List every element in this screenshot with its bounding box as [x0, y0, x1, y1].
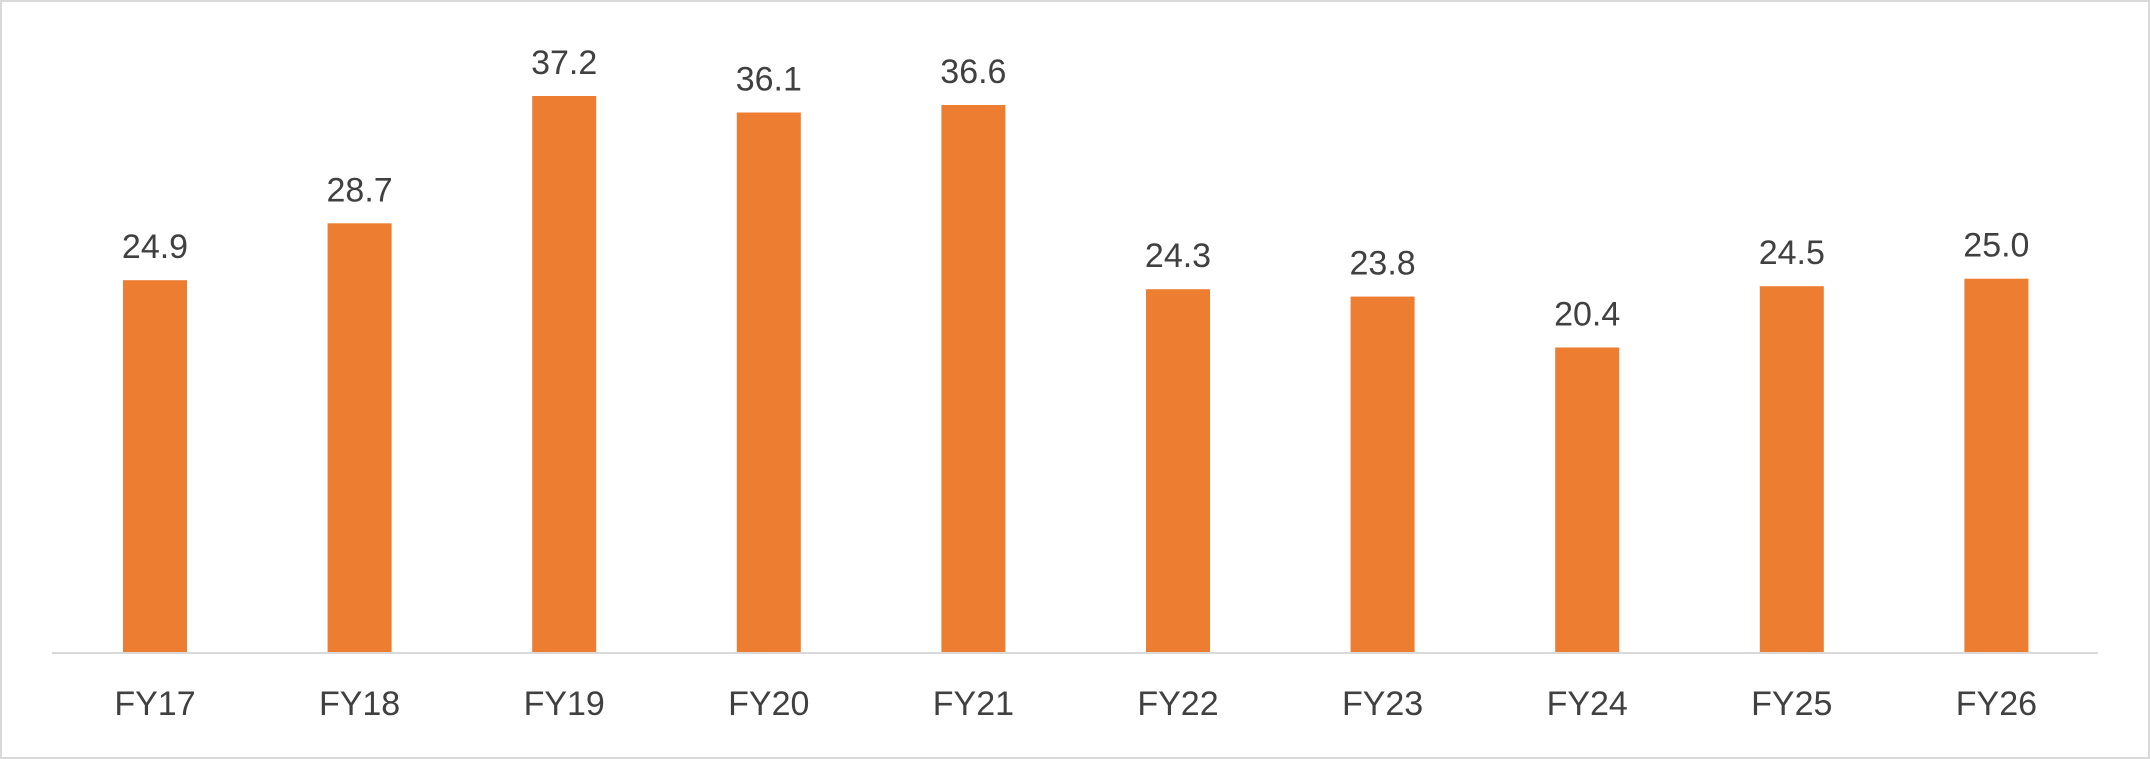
data-label-fy20: 36.1: [736, 61, 802, 99]
data-label-fy26: 25.0: [1963, 227, 2029, 265]
x-tick-label-fy23: FY23: [1342, 685, 1423, 723]
bar-fy24: [1555, 347, 1620, 653]
bar-fy18: [327, 223, 392, 654]
x-tick-label-fy25: FY25: [1751, 685, 1832, 723]
bar-fy26: [1964, 278, 2029, 653]
x-tick-label-fy19: FY19: [524, 685, 605, 723]
data-labels-group: 24.9 28.7 37.2 36.1 36.6 24.3 23.8 20.4 24.5 25.0: [122, 44, 2030, 334]
bar-fy23: [1350, 296, 1415, 653]
x-tick-label-fy17: FY17: [114, 685, 195, 723]
data-label-fy24: 20.4: [1554, 296, 1620, 334]
x-tick-label-fy18: FY18: [319, 685, 400, 723]
x-tick-label-fy26: FY26: [1956, 685, 2037, 723]
data-label-fy23: 23.8: [1350, 245, 1416, 283]
data-label-fy25: 24.5: [1759, 234, 1825, 272]
data-label-fy17: 24.9: [122, 228, 188, 266]
data-label-fy18: 28.7: [327, 171, 393, 209]
data-label-fy22: 24.3: [1145, 237, 1211, 275]
data-label-fy21: 36.6: [940, 53, 1006, 91]
bar-fy25: [1759, 286, 1824, 653]
x-tick-label-fy22: FY22: [1137, 685, 1218, 723]
bars-group: [123, 96, 2029, 654]
x-tick-label-fy24: FY24: [1547, 685, 1628, 723]
bar-fy21: [941, 105, 1006, 653]
bar-fy19: [532, 96, 597, 653]
x-tick-label-fy20: FY20: [728, 685, 809, 723]
bar-fy20: [736, 112, 801, 653]
x-tick-label-fy21: FY21: [933, 685, 1014, 723]
bar-fy22: [1146, 289, 1210, 653]
x-tick-labels-group: FY17 FY18 FY19 FY20 FY21 FY22 FY23 FY24 FY25 FY26: [114, 685, 2037, 723]
data-label-fy19: 37.2: [531, 44, 597, 82]
bar-fy17: [123, 280, 187, 653]
